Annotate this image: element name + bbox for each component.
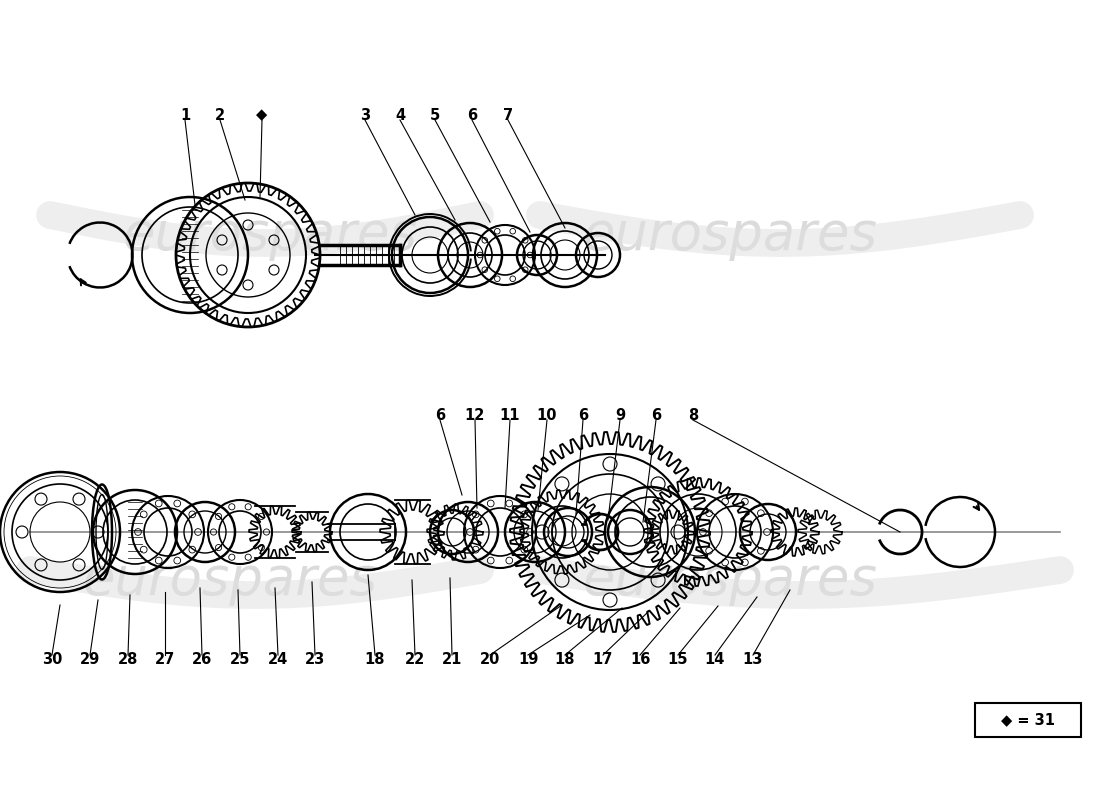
Text: 29: 29 [80, 653, 100, 667]
Text: eurospares: eurospares [122, 209, 418, 261]
Text: ◆ = 31: ◆ = 31 [1001, 713, 1055, 727]
Text: 6: 6 [466, 107, 477, 122]
Text: eurospares: eurospares [82, 554, 377, 606]
Text: 10: 10 [537, 407, 558, 422]
Text: 26: 26 [191, 653, 212, 667]
Text: 18: 18 [554, 653, 575, 667]
Text: 22: 22 [405, 653, 425, 667]
Text: 6: 6 [651, 407, 661, 422]
Text: 23: 23 [305, 653, 326, 667]
Text: 1: 1 [180, 107, 190, 122]
Text: 12: 12 [465, 407, 485, 422]
Text: 6: 6 [578, 407, 588, 422]
Text: 20: 20 [480, 653, 501, 667]
Text: ◆: ◆ [256, 107, 267, 122]
Text: 9: 9 [615, 407, 625, 422]
Text: 16: 16 [630, 653, 650, 667]
Text: 30: 30 [42, 653, 63, 667]
Text: 11: 11 [499, 407, 520, 422]
Text: eurospares: eurospares [583, 554, 878, 606]
FancyBboxPatch shape [975, 703, 1081, 737]
Text: 28: 28 [118, 653, 139, 667]
Text: 21: 21 [442, 653, 462, 667]
Text: 3: 3 [360, 107, 370, 122]
Text: eurospares: eurospares [583, 209, 878, 261]
Text: 15: 15 [668, 653, 689, 667]
Text: 25: 25 [230, 653, 250, 667]
Text: 5: 5 [430, 107, 440, 122]
Text: 17: 17 [593, 653, 613, 667]
Text: 14: 14 [705, 653, 725, 667]
Text: 2: 2 [214, 107, 225, 122]
Text: 27: 27 [155, 653, 175, 667]
Text: 18: 18 [365, 653, 385, 667]
Text: 6: 6 [434, 407, 446, 422]
Text: 19: 19 [518, 653, 538, 667]
Text: 7: 7 [503, 107, 513, 122]
Text: 4: 4 [395, 107, 405, 122]
Text: 24: 24 [268, 653, 288, 667]
Text: 8: 8 [688, 407, 698, 422]
Text: 13: 13 [742, 653, 763, 667]
